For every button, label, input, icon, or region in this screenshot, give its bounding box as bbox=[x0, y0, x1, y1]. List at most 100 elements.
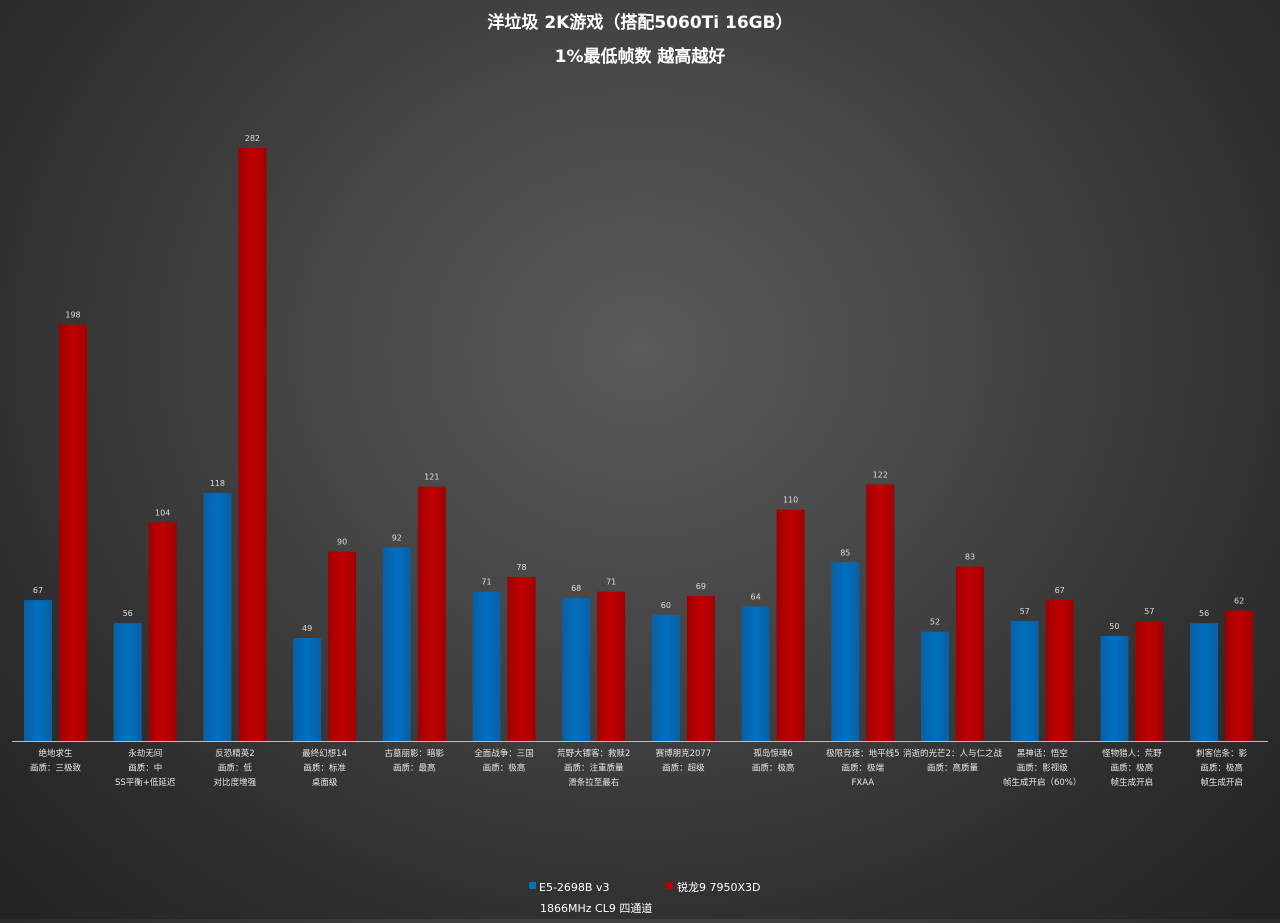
category-label-9-line-2: 画质：极高 bbox=[752, 763, 795, 774]
bar-ryzen-14 bbox=[1225, 610, 1254, 741]
bar-e5-3 bbox=[203, 492, 232, 741]
value-label-e5-4: 49 bbox=[302, 624, 312, 633]
value-label-ryzen-4: 90 bbox=[337, 538, 347, 547]
category-label-3-line-2: 画质：低 bbox=[218, 763, 253, 774]
value-label-e5-13: 50 bbox=[1109, 622, 1119, 631]
category-label-9-line-1: 孤岛惊魂6 bbox=[753, 748, 792, 759]
bar-ryzen-11 bbox=[956, 566, 984, 741]
bar-e5-11 bbox=[921, 631, 949, 741]
bar-ryzen-6 bbox=[507, 577, 536, 741]
category-label-13-line-3: 帧生成开启 bbox=[1111, 777, 1154, 788]
value-label-ryzen-11: 83 bbox=[965, 553, 975, 562]
category-label-3-line-3: 对比度增强 bbox=[214, 777, 257, 788]
category-label-11-line-1: 消逝的光芒2：人与仁之战 bbox=[903, 748, 1002, 759]
bar-e5-8 bbox=[651, 614, 680, 741]
legend-swatch-ryzen bbox=[666, 882, 673, 889]
value-label-e5-10: 85 bbox=[840, 548, 850, 557]
category-label-12-line-3: 帧生成开启（60%） bbox=[1003, 777, 1081, 788]
bar-ryzen-1 bbox=[59, 324, 87, 741]
value-label-e5-7: 68 bbox=[571, 584, 581, 593]
category-label-10-line-1: 极限竞速：地平线5 bbox=[826, 748, 899, 759]
category-label-2-line-1: 永劫无间 bbox=[128, 748, 162, 759]
category-label-12-line-2: 画质：影视级 bbox=[1017, 763, 1069, 774]
category-label-14-line-2: 画质：极高 bbox=[1200, 763, 1243, 774]
category-label-5-line-1: 古墓丽影：暗影 bbox=[385, 748, 445, 759]
category-label-7-line-3: 滑条拉至最右 bbox=[568, 777, 619, 788]
value-label-ryzen-10: 122 bbox=[873, 471, 888, 480]
bar-e5-2 bbox=[113, 623, 142, 741]
category-label-1-line-1: 绝地求生 bbox=[38, 748, 73, 759]
chart-title: 洋垃圾 2K游戏（搭配5060Ti 16GB） bbox=[487, 12, 792, 33]
legend-swatch-e5 bbox=[529, 882, 536, 889]
category-label-2-line-2: 画质：中 bbox=[128, 763, 162, 774]
category-label-10-line-3: FXAA bbox=[852, 778, 875, 788]
value-label-e5-9: 64 bbox=[751, 592, 761, 601]
bar-e5-14 bbox=[1190, 623, 1219, 741]
value-label-ryzen-5: 121 bbox=[424, 473, 439, 482]
category-label-4-line-1: 最终幻想14 bbox=[302, 748, 347, 759]
category-label-14-line-3: 帧生成开启 bbox=[1200, 777, 1243, 788]
value-label-ryzen-13: 57 bbox=[1144, 607, 1154, 616]
value-label-e5-6: 71 bbox=[481, 578, 491, 587]
bar-e5-9 bbox=[741, 606, 770, 741]
value-label-e5-11: 52 bbox=[930, 618, 940, 627]
bar-ryzen-4 bbox=[328, 551, 357, 741]
category-label-8-line-1: 赛博朋克2077 bbox=[656, 748, 712, 759]
category-label-4-line-2: 画质：标准 bbox=[303, 763, 346, 774]
bar-ryzen-8 bbox=[686, 595, 715, 741]
value-label-e5-5: 92 bbox=[392, 534, 402, 543]
bar-ryzen-10 bbox=[866, 484, 895, 741]
bar-ryzen-3 bbox=[238, 148, 267, 741]
bar-e5-4 bbox=[293, 638, 322, 741]
category-label-6-line-1: 全面战争：三国 bbox=[474, 748, 534, 759]
bar-ryzen-7 bbox=[597, 591, 626, 741]
legend-label-e5: E5-2698B v3 bbox=[539, 881, 609, 894]
legend: E5-2698B v3 锐龙9 7950X3D 1866MHz CL9 四通道 bbox=[529, 880, 761, 915]
value-label-ryzen-3: 282 bbox=[245, 134, 260, 143]
category-label-1-line-2: 画质：三极致 bbox=[30, 763, 82, 774]
category-label-3-line-1: 反恐精英2 bbox=[215, 748, 254, 759]
value-label-ryzen-8: 69 bbox=[696, 582, 706, 591]
bar-e5-13 bbox=[1100, 635, 1129, 741]
bar-e5-12 bbox=[1010, 621, 1039, 741]
bar-e5-10 bbox=[831, 562, 860, 741]
category-label-13-line-2: 画质：极高 bbox=[1111, 763, 1154, 774]
category-label-7-line-1: 荒野大镖客：救赎2 bbox=[557, 748, 630, 759]
bars-layer: 67 198 56 104 118 282 49 90 92 121 71 78 68 71 60 69 64 1… bbox=[24, 134, 1254, 741]
category-label-14-line-1: 刺客信条：影 bbox=[1196, 748, 1248, 759]
bar-ryzen-5 bbox=[417, 486, 446, 741]
bar-ryzen-13 bbox=[1135, 621, 1164, 741]
value-label-ryzen-1: 198 bbox=[65, 311, 80, 320]
chart-subtitle: 1%最低帧数 越高越好 bbox=[555, 46, 726, 67]
value-label-e5-8: 60 bbox=[661, 601, 671, 610]
value-label-ryzen-12: 67 bbox=[1055, 586, 1065, 595]
value-label-e5-14: 56 bbox=[1199, 609, 1209, 618]
category-label-4-line-3: 桌面级 bbox=[312, 777, 338, 788]
category-label-11-line-2: 画质：高质量 bbox=[927, 763, 979, 774]
value-label-ryzen-14: 62 bbox=[1234, 597, 1244, 606]
category-label-2-line-3: SS平衡+低延迟 bbox=[115, 777, 176, 788]
category-label-7-line-2: 画质：注重质量 bbox=[564, 763, 624, 774]
legend-note: 1866MHz CL9 四通道 bbox=[540, 901, 652, 915]
category-label-13-line-1: 怪物猎人：荒野 bbox=[1102, 748, 1162, 759]
category-label-12-line-1: 黑神话：悟空 bbox=[1017, 748, 1068, 759]
bar-ryzen-12 bbox=[1045, 600, 1074, 741]
bar-e5-5 bbox=[382, 547, 411, 741]
bar-e5-1 bbox=[24, 600, 52, 741]
value-label-ryzen-2: 104 bbox=[155, 508, 170, 517]
category-label-6-line-2: 画质：极高 bbox=[483, 763, 526, 774]
category-label-10-line-2: 画质：极端 bbox=[842, 763, 885, 774]
value-label-e5-12: 57 bbox=[1020, 607, 1030, 616]
category-label-5-line-2: 画质：最高 bbox=[393, 763, 436, 774]
legend-label-ryzen: 锐龙9 7950X3D bbox=[677, 880, 761, 894]
bar-ryzen-9 bbox=[776, 509, 805, 741]
bar-e5-6 bbox=[472, 591, 501, 741]
value-label-e5-1: 67 bbox=[33, 586, 43, 595]
value-label-ryzen-6: 78 bbox=[516, 563, 526, 572]
value-label-ryzen-7: 71 bbox=[606, 578, 616, 587]
category-label-8-line-2: 画质：超级 bbox=[662, 763, 705, 774]
value-label-e5-2: 56 bbox=[123, 609, 133, 618]
value-label-ryzen-9: 110 bbox=[783, 496, 798, 505]
